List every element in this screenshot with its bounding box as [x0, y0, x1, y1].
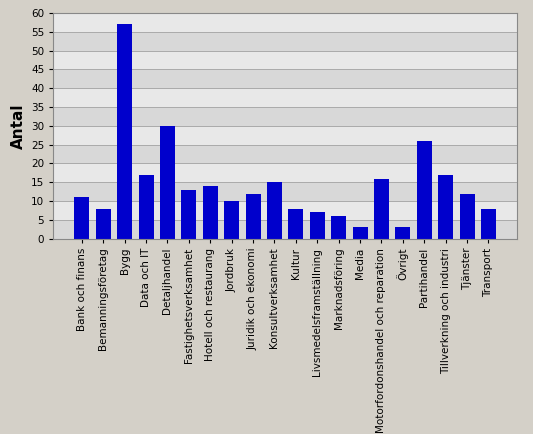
- Bar: [53, 107, 517, 126]
- Bar: [53, 126, 517, 145]
- Bar: [53, 32, 517, 51]
- Bar: [352, 227, 368, 239]
- Bar: [160, 126, 175, 239]
- Bar: [395, 227, 410, 239]
- Bar: [481, 209, 496, 239]
- Bar: [267, 182, 282, 239]
- Bar: [374, 178, 389, 239]
- Bar: [96, 209, 111, 239]
- Bar: [53, 220, 517, 239]
- Bar: [438, 175, 453, 239]
- Bar: [53, 88, 517, 107]
- Bar: [139, 175, 154, 239]
- Bar: [331, 216, 346, 239]
- Bar: [288, 209, 303, 239]
- Bar: [203, 186, 218, 239]
- Bar: [53, 182, 517, 201]
- Bar: [310, 212, 325, 239]
- Bar: [75, 197, 90, 239]
- Bar: [53, 51, 517, 69]
- Bar: [181, 190, 196, 239]
- Bar: [117, 24, 132, 239]
- Bar: [224, 201, 239, 239]
- Bar: [53, 69, 517, 88]
- Bar: [53, 164, 517, 182]
- Y-axis label: Antal: Antal: [11, 103, 26, 148]
- Bar: [459, 194, 474, 239]
- Bar: [417, 141, 432, 239]
- Bar: [53, 145, 517, 164]
- Bar: [53, 201, 517, 220]
- Bar: [53, 13, 517, 32]
- Bar: [246, 194, 261, 239]
